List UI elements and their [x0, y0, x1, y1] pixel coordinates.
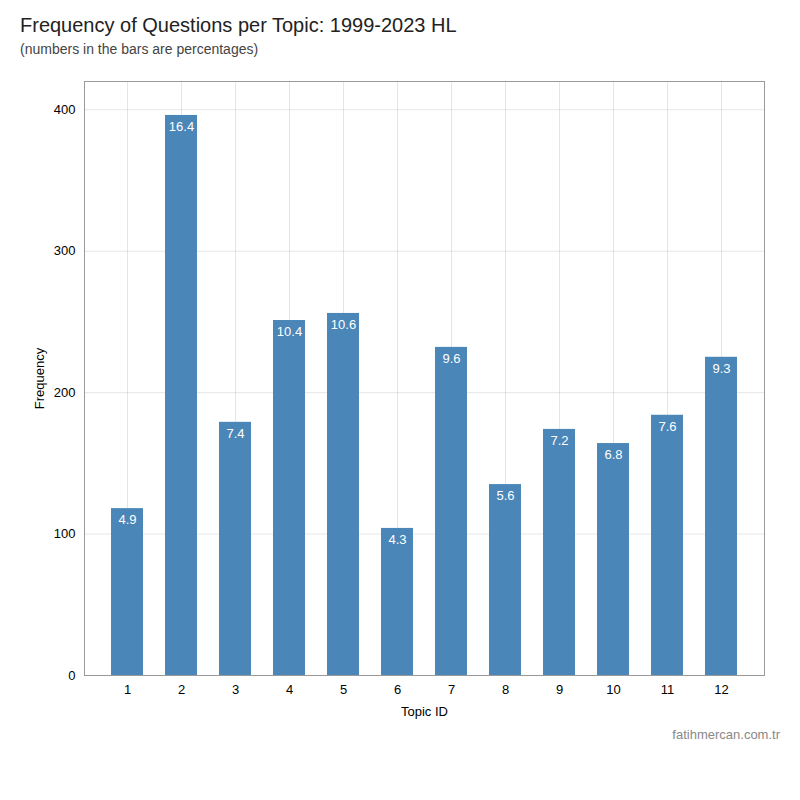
svg-text:12: 12 — [714, 682, 728, 697]
svg-text:8: 8 — [502, 682, 509, 697]
svg-text:0: 0 — [68, 668, 75, 683]
svg-text:6.8: 6.8 — [604, 447, 622, 462]
svg-text:9.3: 9.3 — [712, 361, 730, 376]
svg-text:3: 3 — [232, 682, 239, 697]
svg-text:5: 5 — [340, 682, 347, 697]
svg-text:7: 7 — [448, 682, 455, 697]
svg-text:4: 4 — [286, 682, 293, 697]
svg-text:7.6: 7.6 — [658, 419, 676, 434]
svg-text:2: 2 — [178, 682, 185, 697]
svg-text:4.9: 4.9 — [118, 512, 136, 527]
svg-text:7.2: 7.2 — [550, 433, 568, 448]
svg-text:9: 9 — [556, 682, 563, 697]
svg-text:11: 11 — [661, 682, 675, 697]
svg-text:4.3: 4.3 — [388, 532, 406, 547]
html-text:Frequency of Questions per Top: Frequency of Questions per Topic: 1999-2… — [20, 14, 457, 36]
svg-text:10.6: 10.6 — [331, 317, 356, 332]
svg-text:16.4: 16.4 — [169, 119, 194, 134]
svg-text:9.6: 9.6 — [442, 351, 460, 366]
html-text:fatihmercan.com.tr: fatihmercan.com.tr — [672, 727, 780, 742]
svg-text:10.4: 10.4 — [277, 324, 302, 339]
html-text:(numbers in the bars are perce: (numbers in the bars are percentages) — [20, 41, 259, 57]
svg-text:Topic ID: Topic ID — [401, 704, 448, 719]
svg-text:6: 6 — [394, 682, 401, 697]
svg-text:Frequency: Frequency — [32, 347, 47, 409]
svg-text:200: 200 — [54, 385, 76, 400]
svg-text:400: 400 — [54, 102, 76, 117]
svg-text:1: 1 — [124, 682, 131, 697]
svg-text:10: 10 — [606, 682, 620, 697]
svg-text:5.6: 5.6 — [496, 488, 514, 503]
svg-text:100: 100 — [54, 526, 76, 541]
svg-text:7.4: 7.4 — [226, 426, 244, 441]
svg-text:300: 300 — [54, 243, 76, 258]
